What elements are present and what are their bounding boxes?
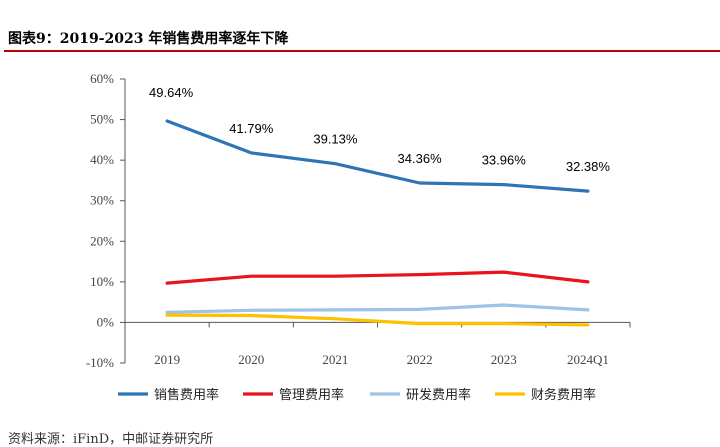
source-note: 资料来源：iFinD，中邮证券研究所 bbox=[8, 432, 214, 447]
chart-title: 图表9：2019-2023 年销售费用率逐年下降 bbox=[8, 31, 289, 47]
data-label: 32.38% bbox=[566, 159, 611, 174]
x-tick-label: 2020 bbox=[238, 352, 264, 367]
y-tick-label: 60% bbox=[90, 71, 114, 86]
x-tick-label: 2019 bbox=[154, 352, 180, 367]
data-label: 34.36% bbox=[398, 151, 443, 166]
data-label: 41.79% bbox=[229, 121, 274, 136]
data-label: 39.13% bbox=[313, 132, 358, 147]
y-tick-label: 50% bbox=[90, 112, 114, 127]
legend-label: 管理费用率 bbox=[279, 387, 344, 403]
legend-label: 销售费用率 bbox=[154, 387, 219, 403]
y-tick-label: 40% bbox=[90, 152, 114, 167]
y-tick-label: 30% bbox=[90, 193, 114, 208]
x-tick-label: 2021 bbox=[322, 352, 348, 367]
chart-header: 图表9：2019-2023 年销售费用率逐年下降 bbox=[0, 0, 720, 54]
x-tick-label: 2022 bbox=[407, 352, 433, 367]
series-line-2 bbox=[165, 270, 590, 285]
y-tick-label: 10% bbox=[90, 274, 114, 289]
series-line-1 bbox=[165, 119, 590, 193]
x-tick-label: 2024Q1 bbox=[567, 352, 609, 367]
series-line-4 bbox=[165, 313, 590, 327]
data-label: 49.64% bbox=[149, 85, 194, 100]
y-tick-label: -10% bbox=[86, 355, 114, 370]
y-tick-label: 20% bbox=[90, 233, 114, 248]
series-line-3 bbox=[165, 303, 590, 314]
title-rule bbox=[4, 50, 720, 52]
legend-label: 财务费用率 bbox=[531, 387, 596, 403]
y-tick-label: 0% bbox=[97, 314, 115, 329]
x-tick-label: 2023 bbox=[491, 352, 517, 367]
legend-label: 研发费用率 bbox=[406, 387, 471, 403]
data-label: 33.96% bbox=[482, 153, 527, 168]
